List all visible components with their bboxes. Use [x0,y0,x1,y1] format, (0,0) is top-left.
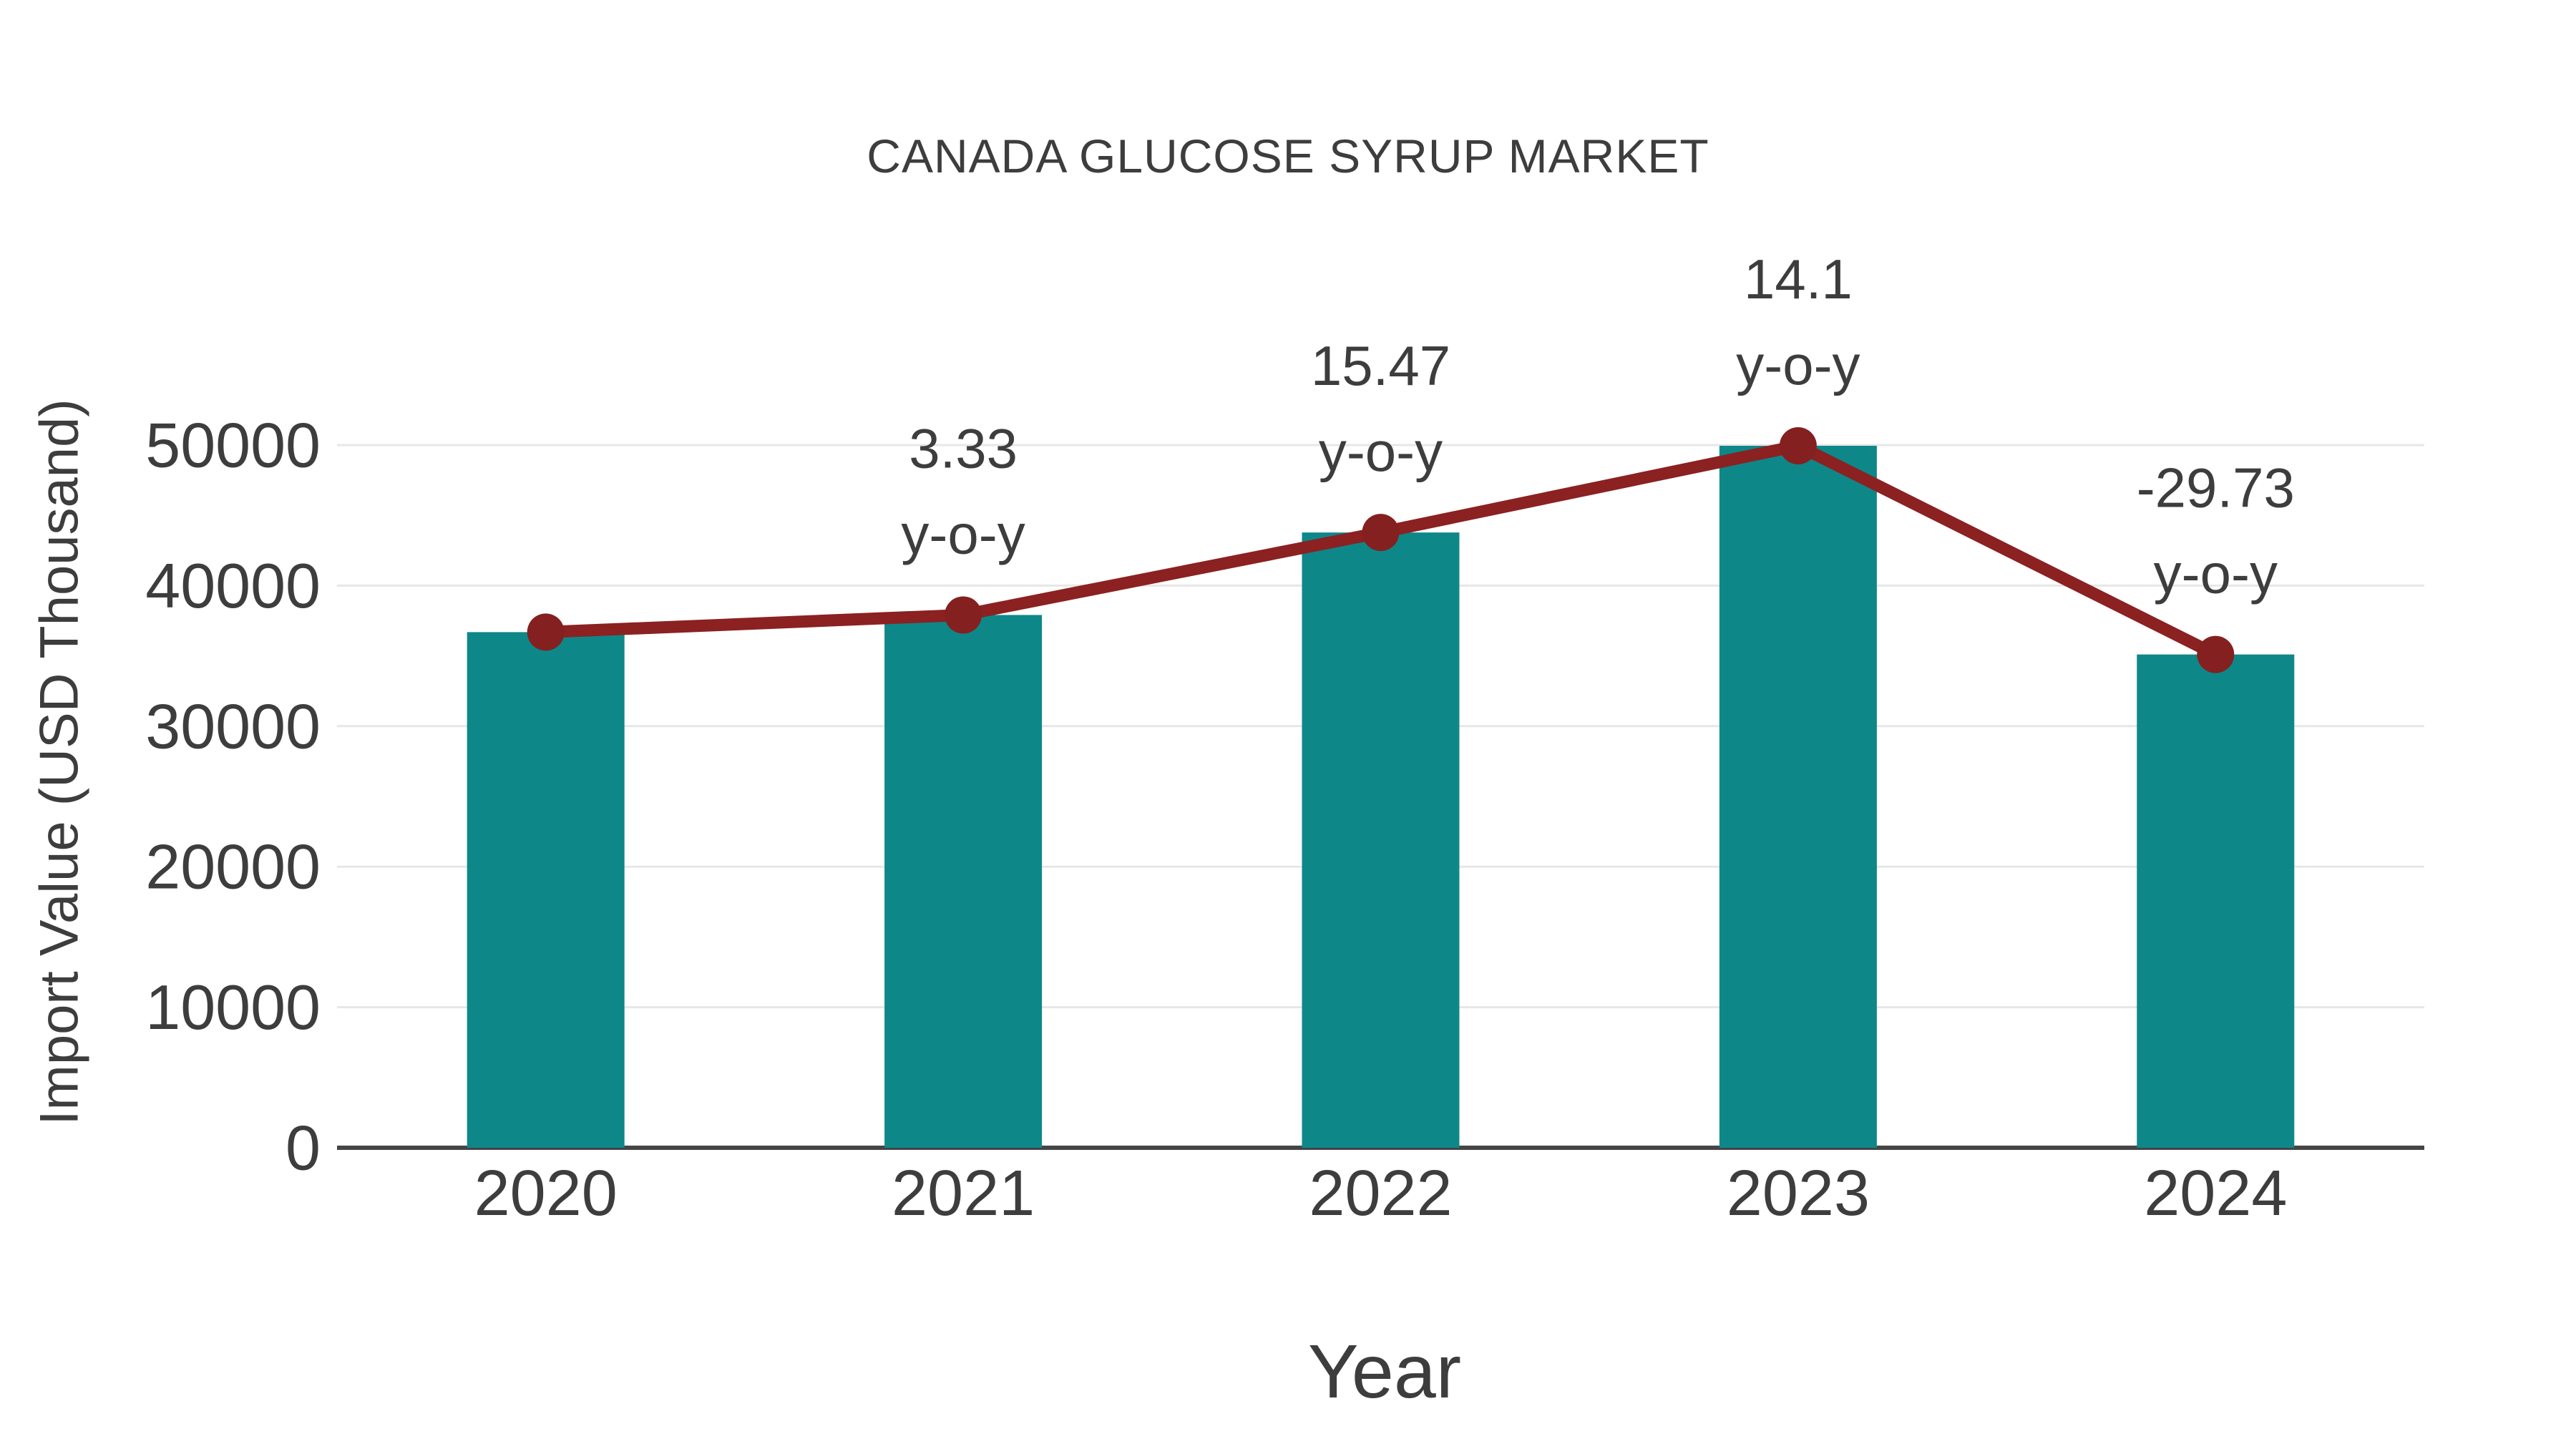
bars-layer [467,445,2295,1148]
yoy-unit-label-2024: y-o-y [2154,542,2278,605]
marker-2021 [945,596,982,634]
tick-label-layer: 0 10000 20000 30000 40000 50000 2020 2021 2022 20… [145,410,2287,1230]
bar-2020 [467,632,625,1148]
annotation-layer: 3.33 y-o-y 15.47 y-o-y 14.1 y-o-y -29.73 y-o-y [901,248,2294,605]
x-axis-title: Year [1308,1330,1461,1414]
yoy-value-label-2022: 15.47 [1311,334,1450,397]
yoy-value-label-2023: 14.1 [1744,248,1853,311]
x-tick-label-2021: 2021 [892,1158,1035,1229]
y-tick-label-30000: 30000 [145,691,321,761]
x-tick-label-2020: 2020 [474,1158,618,1229]
y-axis-title: Import Value (USD Thousand) [29,399,90,1125]
bar-2021 [884,615,1043,1148]
marker-2020 [527,613,565,651]
y-tick-label-40000: 40000 [145,550,321,621]
x-tick-label-2022: 2022 [1309,1158,1452,1229]
bar-2023 [1719,445,1877,1148]
chart-title: CANADA GLUCOSE SYRUP MARKET [867,130,1709,182]
trend-line-layer [527,426,2235,673]
x-tick-label-2024: 2024 [2144,1158,2287,1229]
y-tick-label-0: 0 [286,1113,321,1184]
y-tick-label-50000: 50000 [145,410,321,481]
y-tick-label-20000: 20000 [145,831,321,902]
yoy-unit-label-2021: y-o-y [901,502,1025,565]
yoy-value-label-2024: -29.73 [2137,457,2295,519]
yoy-unit-label-2022: y-o-y [1319,420,1443,483]
bar-2024 [2137,654,2295,1148]
x-tick-label-2023: 2023 [1727,1158,1870,1229]
marker-2024 [2197,635,2235,673]
bar-2022 [1302,532,1460,1148]
marker-2023 [1779,426,1817,464]
yoy-unit-label-2023: y-o-y [1736,333,1860,396]
yoy-value-label-2021: 3.33 [909,416,1018,479]
y-tick-label-10000: 10000 [145,972,321,1043]
marker-2022 [1362,514,1400,552]
